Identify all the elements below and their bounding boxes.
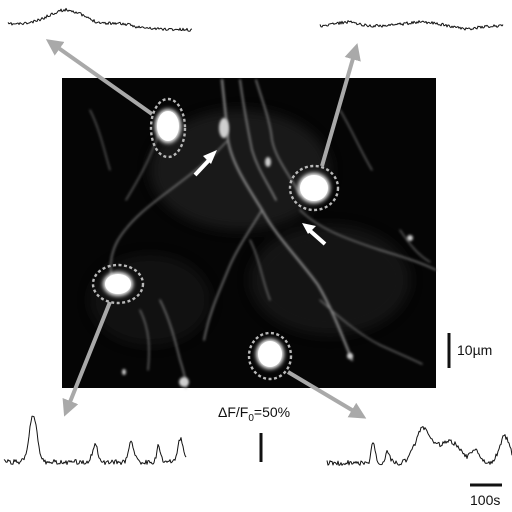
background-haze	[90, 110, 410, 345]
neurite-processes	[89, 78, 437, 389]
connector-arrows	[45, 39, 367, 419]
length-scale-label: 10µm	[457, 342, 492, 358]
cell-top-left-soma	[155, 109, 181, 143]
arrow-to-trace-top-right	[320, 43, 361, 167]
microscopy-image	[62, 78, 437, 389]
white-arrow-upper	[193, 150, 217, 177]
fluorescence-traces	[3, 7, 512, 466]
amplitude-label: ΔF/F0=50%	[218, 404, 290, 424]
amplitude-prefix: ΔF/F	[218, 404, 248, 420]
amplitude-value: =50%	[254, 404, 290, 420]
marker-arrows	[193, 150, 327, 246]
trace-bottom-left	[3, 415, 187, 465]
cell-bottom-right-soma	[256, 339, 284, 369]
trace-top-left	[7, 7, 193, 32]
arrow-to-trace-bottom-left	[62, 301, 112, 417]
amplitude-scale-bar: ΔF/F0=50%	[218, 404, 290, 462]
time-scale-label: 100s	[470, 492, 500, 508]
cell-bodies	[103, 109, 330, 369]
roi-circles	[91, 97, 340, 381]
trace-bottom-right	[326, 426, 512, 466]
roi-cell-bottom-left	[91, 263, 145, 305]
roi-cell-top-right	[288, 164, 340, 212]
cell-bottom-left-soma	[103, 272, 133, 296]
roi-cell-bottom-right	[247, 331, 293, 381]
cell-top-right-soma	[298, 173, 330, 203]
arrow-to-trace-top-left	[45, 39, 154, 116]
bright-spots	[122, 118, 413, 387]
length-scale-bar: 10µm	[447, 333, 492, 368]
roi-cell-top-left	[149, 97, 187, 159]
time-scale-bar: 100s	[470, 483, 502, 508]
amplitude-subscript: 0	[248, 413, 254, 424]
arrow-to-trace-bottom-right	[286, 370, 367, 419]
trace-top-right	[319, 20, 504, 31]
white-arrow-lower	[302, 223, 327, 246]
